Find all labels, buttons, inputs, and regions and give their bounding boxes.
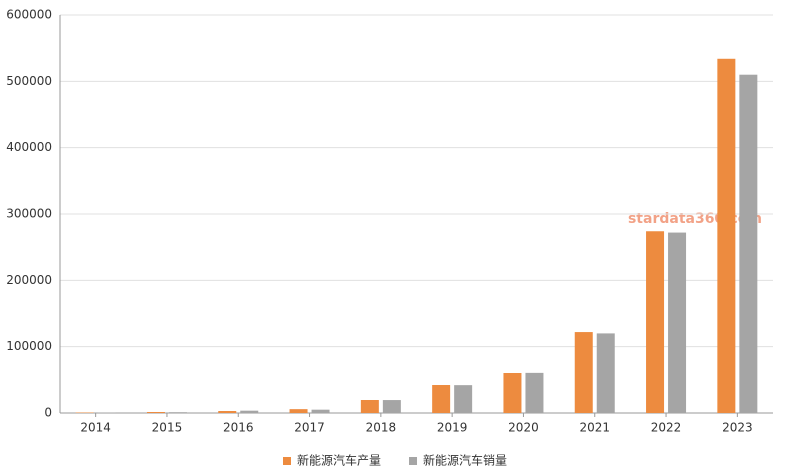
- legend-swatch: [409, 457, 418, 465]
- bar: [646, 231, 665, 413]
- legend-label: 新能源汽车销量: [423, 453, 507, 468]
- y-tick-label: 600000: [6, 8, 52, 22]
- y-tick-label: 500000: [6, 74, 52, 88]
- x-tick-label: 2014: [80, 421, 111, 435]
- bar: [717, 58, 736, 413]
- bar: [382, 400, 401, 413]
- bar: [574, 332, 593, 413]
- bar: [360, 399, 379, 413]
- x-tick-label: 2018: [366, 421, 397, 435]
- bar: [240, 410, 259, 413]
- bar: [668, 232, 687, 413]
- y-tick-label: 200000: [6, 273, 52, 287]
- y-tick-label: 100000: [6, 339, 52, 353]
- x-tick-label: 2016: [223, 421, 254, 435]
- bar: [596, 333, 615, 413]
- bar: [454, 385, 473, 413]
- bar: [432, 385, 451, 413]
- bar: [311, 409, 330, 413]
- bar: [739, 74, 758, 413]
- x-tick-label: 2017: [294, 421, 325, 435]
- y-tick-label: 400000: [6, 140, 52, 154]
- bar: [168, 412, 187, 413]
- legend-label: 新能源汽车产量: [297, 453, 381, 468]
- x-tick-label: 2015: [152, 421, 183, 435]
- x-tick-label: 2019: [437, 421, 468, 435]
- y-tick-label: 300000: [6, 207, 52, 221]
- bar: [146, 412, 165, 413]
- bar: [525, 372, 544, 413]
- y-tick-label: 0: [44, 406, 52, 420]
- x-tick-label: 2022: [651, 421, 682, 435]
- x-tick-label: 2023: [722, 421, 753, 435]
- x-tick-label: 2021: [579, 421, 610, 435]
- legend-swatch: [283, 457, 291, 465]
- bar: [218, 411, 237, 413]
- bar: [289, 409, 308, 413]
- bar: [503, 373, 522, 413]
- x-tick-label: 2020: [508, 421, 539, 435]
